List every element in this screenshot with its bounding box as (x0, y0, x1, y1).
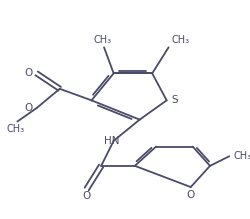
Text: O: O (25, 68, 33, 78)
Text: O: O (25, 103, 33, 113)
Text: CH₃: CH₃ (6, 124, 25, 134)
Text: O: O (82, 191, 90, 201)
Text: CH₃: CH₃ (233, 151, 250, 161)
Text: CH₃: CH₃ (93, 35, 111, 45)
Text: S: S (170, 95, 177, 105)
Text: O: O (186, 190, 194, 200)
Text: CH₃: CH₃ (170, 35, 188, 45)
Text: HN: HN (104, 136, 119, 146)
